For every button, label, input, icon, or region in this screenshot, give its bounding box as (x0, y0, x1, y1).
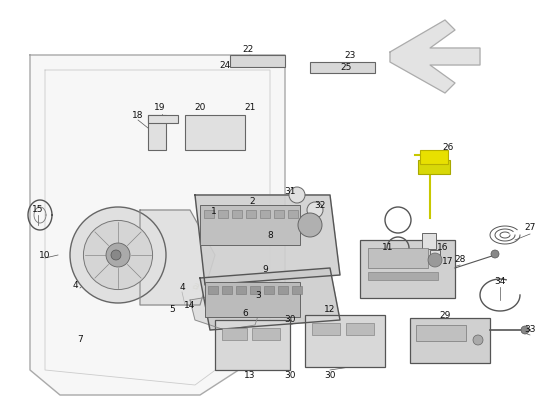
Text: 26: 26 (442, 144, 454, 152)
Circle shape (70, 207, 166, 303)
FancyBboxPatch shape (200, 205, 300, 245)
Text: 32: 32 (314, 200, 326, 210)
Text: 14: 14 (184, 300, 196, 310)
Text: 19: 19 (154, 104, 166, 112)
FancyBboxPatch shape (260, 210, 270, 218)
Text: 1: 1 (211, 208, 217, 216)
Polygon shape (195, 195, 340, 285)
Polygon shape (200, 268, 340, 330)
Text: 15: 15 (32, 206, 44, 214)
Text: 31: 31 (284, 188, 296, 196)
FancyBboxPatch shape (264, 286, 274, 294)
Circle shape (307, 202, 323, 218)
Text: 13: 13 (244, 372, 256, 380)
Text: 9: 9 (262, 266, 268, 274)
Circle shape (84, 220, 152, 290)
FancyBboxPatch shape (222, 328, 247, 340)
FancyBboxPatch shape (420, 150, 448, 164)
Text: 2: 2 (249, 198, 255, 206)
FancyBboxPatch shape (278, 286, 288, 294)
Text: 25: 25 (340, 64, 351, 72)
Polygon shape (390, 20, 480, 93)
FancyBboxPatch shape (250, 286, 260, 294)
FancyBboxPatch shape (148, 115, 166, 150)
Text: 12: 12 (324, 306, 336, 314)
Circle shape (106, 243, 130, 267)
FancyBboxPatch shape (252, 328, 280, 340)
Circle shape (289, 187, 305, 203)
Circle shape (111, 250, 121, 260)
FancyBboxPatch shape (430, 250, 440, 260)
FancyBboxPatch shape (292, 286, 302, 294)
Text: 17: 17 (442, 258, 454, 266)
FancyBboxPatch shape (288, 210, 298, 218)
FancyBboxPatch shape (208, 286, 218, 294)
Text: 18: 18 (132, 110, 144, 120)
FancyBboxPatch shape (185, 115, 245, 150)
FancyBboxPatch shape (232, 210, 242, 218)
Text: 29: 29 (439, 310, 450, 320)
Text: 30: 30 (324, 372, 336, 380)
Circle shape (521, 326, 529, 334)
Text: 11: 11 (382, 244, 394, 252)
Text: 4: 4 (179, 284, 185, 292)
FancyBboxPatch shape (360, 240, 455, 298)
FancyBboxPatch shape (312, 323, 340, 335)
Text: 4: 4 (72, 280, 78, 290)
Text: a passion for cars since 1945: a passion for cars since 1945 (191, 280, 349, 340)
Circle shape (473, 335, 483, 345)
Polygon shape (190, 290, 260, 330)
Text: 8: 8 (267, 230, 273, 240)
Circle shape (428, 253, 442, 267)
Text: 30: 30 (284, 316, 296, 324)
Text: 6: 6 (242, 310, 248, 318)
FancyBboxPatch shape (368, 272, 438, 280)
Text: 33: 33 (524, 326, 536, 334)
Text: 28: 28 (454, 256, 466, 264)
FancyBboxPatch shape (305, 315, 385, 367)
FancyBboxPatch shape (274, 210, 284, 218)
FancyBboxPatch shape (410, 318, 490, 363)
Text: 34: 34 (494, 278, 505, 286)
FancyBboxPatch shape (222, 286, 232, 294)
FancyBboxPatch shape (204, 210, 214, 218)
FancyBboxPatch shape (230, 55, 285, 67)
Text: 7: 7 (77, 336, 83, 344)
FancyBboxPatch shape (215, 320, 290, 370)
Polygon shape (30, 55, 285, 395)
FancyBboxPatch shape (236, 286, 246, 294)
Text: 3: 3 (255, 290, 261, 300)
FancyBboxPatch shape (205, 282, 300, 317)
FancyBboxPatch shape (148, 115, 178, 123)
Circle shape (491, 250, 499, 258)
Text: 16: 16 (437, 244, 449, 252)
FancyBboxPatch shape (218, 210, 228, 218)
FancyBboxPatch shape (310, 62, 375, 73)
Text: 5: 5 (169, 306, 175, 314)
FancyBboxPatch shape (346, 323, 374, 335)
FancyBboxPatch shape (422, 233, 436, 249)
FancyBboxPatch shape (246, 210, 256, 218)
Text: 22: 22 (243, 46, 254, 54)
Circle shape (298, 213, 322, 237)
Text: 20: 20 (194, 104, 206, 112)
Text: 27: 27 (524, 224, 536, 232)
Text: 10: 10 (39, 250, 51, 260)
Text: 30: 30 (284, 370, 296, 380)
FancyBboxPatch shape (416, 325, 466, 341)
FancyBboxPatch shape (368, 248, 428, 268)
FancyBboxPatch shape (418, 160, 450, 174)
Polygon shape (140, 210, 215, 305)
Text: 21: 21 (244, 104, 256, 112)
Text: 23: 23 (344, 52, 356, 60)
Text: 24: 24 (219, 60, 230, 70)
